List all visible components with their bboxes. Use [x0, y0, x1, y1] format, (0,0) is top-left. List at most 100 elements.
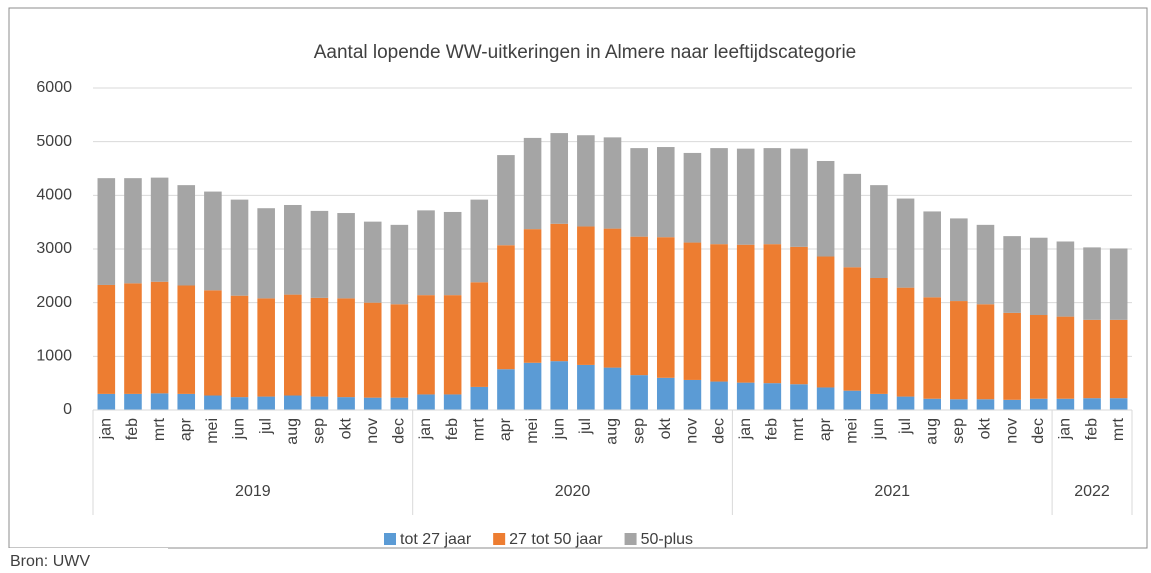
- bar-segment: [577, 226, 595, 365]
- legend-swatch: [384, 533, 396, 545]
- bar-segment: [337, 213, 355, 299]
- x-tick-label: jan: [737, 418, 754, 440]
- x-tick-label: nov: [364, 418, 381, 444]
- bar-segment: [843, 390, 862, 410]
- y-tick-label: 3000: [36, 240, 72, 257]
- bar-segment: [1056, 316, 1075, 399]
- bar-segment: [417, 295, 435, 395]
- bar-segment: [656, 377, 675, 410]
- bar-segment: [1109, 319, 1128, 399]
- chart-title: Aantal lopende WW-uitkeringen in Almere …: [314, 42, 857, 63]
- bar-segment: [710, 244, 728, 382]
- bar-segment: [1029, 237, 1048, 316]
- x-tick-label: sep: [950, 418, 967, 444]
- bar-segment: [816, 160, 835, 257]
- bar-segment: [124, 393, 142, 410]
- x-tick-label: aug: [284, 418, 301, 445]
- bar-segment: [230, 295, 249, 398]
- bar-segment: [230, 397, 249, 410]
- bar-segment: [443, 211, 462, 296]
- bar-segment: [843, 267, 862, 391]
- bar-segment: [896, 198, 915, 288]
- bar-segment: [497, 245, 515, 370]
- bar-segment: [230, 199, 249, 296]
- bar-segment: [896, 287, 915, 397]
- bar-segment: [390, 304, 409, 398]
- x-tick-label: okt: [657, 417, 674, 439]
- legend-label: 50-plus: [641, 531, 693, 548]
- x-tick-label: jun: [550, 418, 567, 440]
- legend-swatch: [493, 533, 506, 545]
- x-tick-label: okt: [337, 417, 354, 439]
- x-tick-label: okt: [977, 417, 994, 439]
- bar-segment: [923, 211, 941, 298]
- bar-segment: [523, 137, 542, 230]
- bar-segment: [470, 282, 489, 387]
- bar-segment: [577, 364, 595, 410]
- bar-segment: [816, 387, 835, 410]
- bar-segment: [1029, 315, 1048, 399]
- bar-segment: [310, 297, 329, 397]
- bar-segment: [763, 383, 782, 410]
- bar-segment: [310, 396, 329, 410]
- x-tick-label: nov: [684, 418, 701, 444]
- bar-segment: [550, 361, 569, 410]
- bar-segment: [950, 301, 968, 400]
- bar-segment: [550, 133, 569, 224]
- year-label: 2022: [1074, 483, 1110, 500]
- bar-segment: [1003, 312, 1021, 400]
- x-tick-label: feb: [764, 418, 781, 440]
- x-tick-label: mei: [843, 418, 860, 444]
- bar-segment: [310, 210, 329, 298]
- bar-segment: [870, 393, 888, 410]
- x-tick-label: mrt: [151, 417, 168, 441]
- year-label: 2021: [874, 483, 910, 500]
- bar-segment: [1056, 398, 1075, 410]
- bar-segment: [603, 228, 622, 368]
- bar-segment: [710, 381, 728, 410]
- bar-segment: [550, 223, 569, 362]
- year-label: 2020: [555, 483, 591, 500]
- bar-segment: [363, 221, 382, 303]
- bar-segment: [630, 375, 648, 410]
- bar-segment: [923, 398, 941, 410]
- y-tick-label: 5000: [36, 133, 72, 150]
- bar-segment: [976, 224, 995, 305]
- bar-segment: [97, 284, 116, 394]
- bar-segment: [603, 367, 622, 410]
- bar-segment: [1109, 248, 1128, 320]
- x-tick-label: mrt: [790, 417, 807, 441]
- x-tick-label: apr: [177, 417, 194, 441]
- x-tick-label: dec: [391, 418, 408, 444]
- legend-label: tot 27 jaar: [400, 531, 472, 548]
- legend-label: 27 tot 50 jaar: [509, 531, 603, 548]
- bar-segment: [656, 237, 675, 378]
- bar-segment: [337, 397, 355, 410]
- bar-segment: [124, 283, 142, 394]
- bar-segment: [763, 244, 782, 384]
- bar-segment: [763, 148, 782, 245]
- bar-segment: [577, 135, 595, 227]
- bar-segment: [257, 298, 275, 397]
- bar-segment: [177, 285, 196, 394]
- year-label: 2019: [235, 483, 271, 500]
- bar-segment: [630, 236, 648, 376]
- bar-segment: [683, 242, 702, 380]
- bar-segment: [443, 295, 462, 395]
- bar-segment: [843, 173, 862, 268]
- bar-segment: [870, 185, 888, 278]
- bar-segment: [363, 397, 382, 410]
- bar-segment: [390, 397, 409, 410]
- bar-segment: [523, 362, 542, 410]
- bar-segment: [710, 148, 728, 245]
- bar-segment: [97, 393, 116, 410]
- x-tick-label: feb: [1083, 418, 1100, 440]
- x-tick-label: feb: [444, 418, 461, 440]
- bar-segment: [1083, 247, 1101, 320]
- bar-segment: [790, 384, 808, 410]
- x-tick-label: jan: [1057, 418, 1074, 440]
- source: Bron: UWV: [10, 553, 90, 570]
- y-tick-label: 4000: [36, 187, 72, 204]
- x-tick-label: jul: [577, 418, 594, 435]
